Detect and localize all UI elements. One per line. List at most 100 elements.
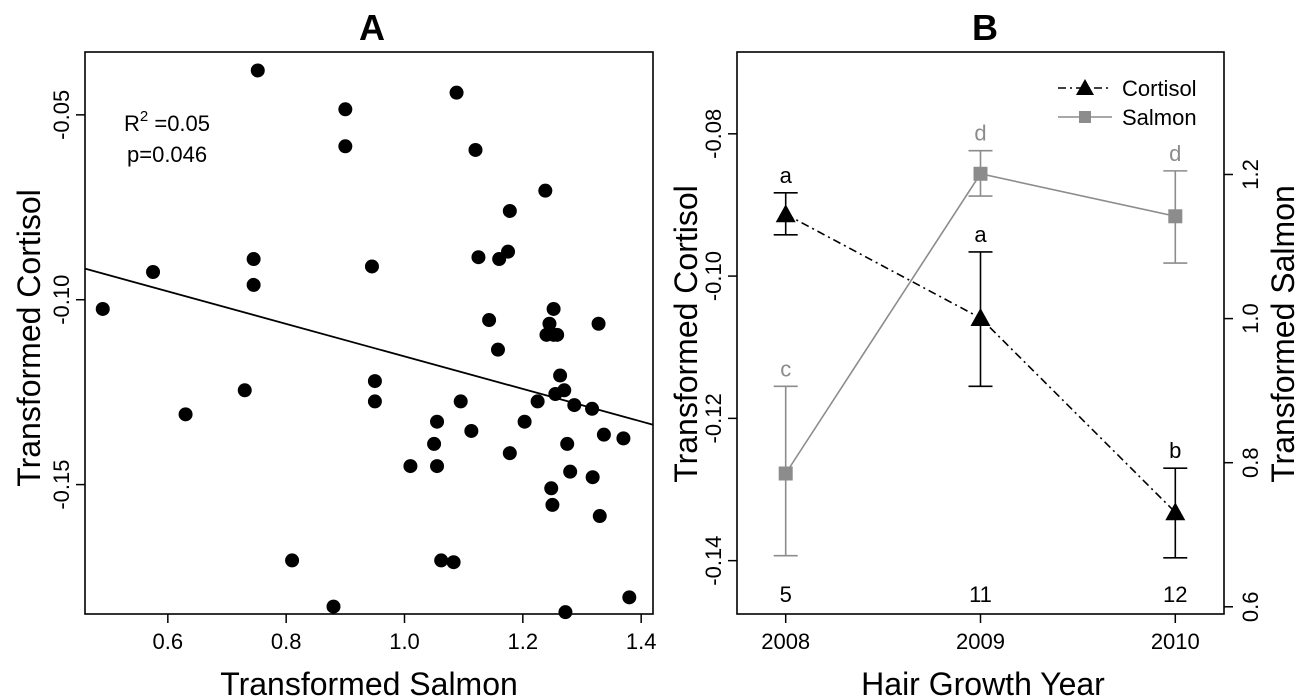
data-point [471, 250, 486, 265]
data-point [430, 414, 445, 429]
data-point [567, 398, 582, 413]
data-point [550, 327, 565, 342]
cortisol-marker [970, 308, 991, 327]
sample-size-label: 5 [780, 582, 792, 607]
right-y-tick-label: 0.8 [1238, 447, 1263, 478]
data-point [468, 142, 483, 157]
data-point [502, 203, 517, 218]
data-point [326, 599, 341, 614]
salmon-significance-letter: d [1169, 141, 1181, 166]
x-tick-label: 0.8 [271, 629, 302, 654]
data-point [502, 446, 517, 461]
data-point [446, 555, 461, 570]
x-tick-label: 1.0 [389, 629, 420, 654]
data-point [367, 374, 382, 389]
salmon-significance-letter: c [780, 356, 791, 381]
left-y-tick-label: -0.10 [701, 251, 726, 301]
data-point [553, 368, 568, 383]
data-point [542, 316, 557, 331]
cortisol-marker [1165, 502, 1186, 521]
x-tick-label: 1.2 [508, 629, 539, 654]
legend-salmon-square-icon [1079, 111, 1091, 123]
data-point [558, 605, 573, 620]
cortisol-significance-letter: a [974, 222, 987, 247]
data-point [517, 414, 532, 429]
x-tick-label: 2009 [956, 629, 1005, 654]
y-tick-label: -0.10 [49, 275, 74, 325]
x-tick-label: 2008 [761, 629, 810, 654]
panel-b-legend: Cortisol Salmon [1058, 76, 1197, 130]
data-point [616, 431, 631, 446]
right-y-tick-label: 1.0 [1238, 303, 1263, 334]
data-point [546, 301, 561, 316]
x-tick-label: 2010 [1151, 629, 1200, 654]
panel-b-right-y-label: Transformed Salmon [1265, 185, 1301, 483]
data-point [501, 244, 516, 259]
data-point [545, 497, 560, 512]
r-squared-label: R2 =0.05 [124, 108, 210, 136]
panel-b-right-y-axis: 0.6 0.8 1.0 1.2 [1224, 159, 1263, 622]
panel-a-plot-frame [84, 51, 654, 615]
data-point [538, 183, 553, 198]
panel-a-title: A [359, 7, 385, 48]
data-point [364, 259, 379, 274]
panel-a-y-label: Transformed Cortisol [11, 189, 47, 487]
panel-b: B 2008 2009 2010 -0.08-0.10-0.12-0.14 0.60… [668, 7, 1301, 699]
salmon-marker [1168, 209, 1183, 224]
panel-a-y-axis: -0.05 -0.10 -0.15 [49, 90, 85, 510]
sample-size-label: 11 [969, 582, 992, 607]
data-point [585, 470, 600, 485]
data-point [482, 313, 497, 328]
panel-a-x-label: Transformed Salmon [220, 666, 518, 699]
data-point [592, 509, 607, 524]
legend-cortisol-label: Cortisol [1122, 76, 1197, 101]
data-point [146, 264, 161, 279]
y-tick-label: -0.15 [49, 460, 74, 510]
salmon-significance-letter: d [974, 121, 986, 146]
panel-b-left-y-axis: -0.08 -0.10 -0.12 -0.14 [701, 109, 737, 586]
y-tick-label: -0.05 [49, 90, 74, 140]
legend-cortisol-triangle-icon [1076, 79, 1094, 95]
panel-b-series: a a b c d d [773, 121, 1188, 559]
data-point [453, 394, 468, 409]
data-point [449, 85, 464, 100]
cortisol-significance-letter: a [780, 163, 793, 188]
sample-size-labels: 5 11 12 [780, 582, 1188, 607]
data-point [530, 394, 545, 409]
left-y-tick-label: -0.12 [701, 393, 726, 443]
data-point [178, 407, 193, 422]
x-tick-label: 0.6 [153, 629, 184, 654]
cortisol-marker [775, 204, 796, 223]
data-point [367, 394, 382, 409]
panel-b-x-label: Hair Growth Year [861, 666, 1105, 699]
data-point [434, 553, 449, 568]
salmon-marker [973, 166, 988, 181]
data-point [250, 63, 265, 78]
legend-salmon-label: Salmon [1122, 105, 1197, 130]
data-point [591, 316, 606, 331]
data-point [544, 481, 559, 496]
salmon-marker [778, 466, 793, 481]
data-point [338, 139, 353, 154]
data-point [557, 383, 572, 398]
data-point [246, 252, 261, 267]
data-point [464, 423, 479, 438]
sample-size-label: 12 [1163, 582, 1187, 607]
cortisol-significance-letter: b [1169, 438, 1181, 463]
data-point [430, 459, 445, 474]
data-point [95, 301, 110, 316]
data-point [246, 277, 261, 292]
data-point [596, 427, 611, 442]
left-y-tick-label: -0.14 [701, 536, 726, 586]
data-point [403, 459, 418, 474]
panel-b-left-y-label: Transformed Cortisol [668, 185, 704, 483]
panel-b-title: B [972, 7, 998, 48]
p-value-label: p=0.046 [127, 142, 207, 167]
data-point [560, 436, 575, 451]
data-point [237, 383, 252, 398]
panel-a: A 0.6 0.8 1.0 1.2 1.4 -0.05 -0.10 -0.15 R2 =0.… [11, 7, 656, 699]
left-y-tick-label: -0.08 [701, 109, 726, 159]
data-point [338, 102, 353, 117]
data-point [285, 553, 300, 568]
